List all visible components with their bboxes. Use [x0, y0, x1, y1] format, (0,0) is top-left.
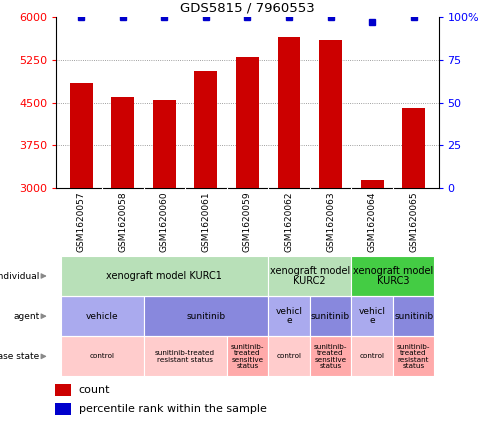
Bar	[70, 82, 93, 188]
Text: GSM1620059: GSM1620059	[243, 192, 252, 253]
Bar	[351, 296, 393, 336]
Text: sunitinib-
treated
sensitive
status: sunitinib- treated sensitive status	[231, 344, 264, 369]
Text: GSM1620057: GSM1620057	[77, 192, 86, 253]
Text: GSM1620060: GSM1620060	[160, 192, 169, 253]
Bar	[277, 37, 300, 188]
Bar	[361, 180, 384, 188]
Bar	[54, 403, 71, 415]
Bar	[310, 296, 351, 336]
Text: GSM1620061: GSM1620061	[201, 192, 210, 253]
Bar	[351, 336, 393, 376]
Bar	[60, 256, 268, 296]
Text: vehicle: vehicle	[86, 312, 119, 321]
Text: GSM1620065: GSM1620065	[409, 192, 418, 253]
Bar	[268, 256, 351, 296]
Bar	[60, 336, 144, 376]
Text: percentile rank within the sample: percentile rank within the sample	[79, 404, 267, 414]
Bar	[144, 296, 268, 336]
Text: GSM1620063: GSM1620063	[326, 192, 335, 253]
Text: individual: individual	[0, 272, 39, 280]
Bar	[393, 336, 435, 376]
Text: vehicl
e: vehicl e	[275, 307, 302, 325]
Text: sunitinib: sunitinib	[394, 312, 433, 321]
Text: sunitinib-treated
resistant status: sunitinib-treated resistant status	[155, 350, 215, 363]
Text: xenograft model
KURC3: xenograft model KURC3	[353, 266, 433, 286]
Bar	[195, 71, 218, 188]
Text: control: control	[360, 353, 385, 360]
Text: sunitinib: sunitinib	[311, 312, 350, 321]
Text: GSM1620062: GSM1620062	[285, 192, 294, 253]
Text: count: count	[79, 385, 110, 395]
Bar	[319, 40, 342, 188]
Text: disease state: disease state	[0, 352, 39, 361]
Bar	[54, 384, 71, 396]
Bar	[393, 296, 435, 336]
Bar	[310, 336, 351, 376]
Text: GSM1620058: GSM1620058	[118, 192, 127, 253]
Bar	[60, 296, 144, 336]
Bar	[227, 336, 268, 376]
Title: GDS5815 / 7960553: GDS5815 / 7960553	[180, 1, 315, 14]
Bar	[144, 336, 227, 376]
Text: GSM1620064: GSM1620064	[368, 192, 377, 253]
Text: sunitinib-
treated
sensitive
status: sunitinib- treated sensitive status	[314, 344, 347, 369]
Bar	[268, 336, 310, 376]
Text: vehicl
e: vehicl e	[359, 307, 386, 325]
Bar	[153, 100, 176, 188]
Text: xenograft model KURC1: xenograft model KURC1	[106, 271, 222, 281]
Text: xenograft model
KURC2: xenograft model KURC2	[270, 266, 350, 286]
Bar	[111, 97, 134, 188]
Text: sunitinib: sunitinib	[186, 312, 225, 321]
Bar	[236, 57, 259, 188]
Bar	[351, 256, 435, 296]
Bar	[402, 108, 425, 188]
Text: sunitinib-
treated
resistant
status: sunitinib- treated resistant status	[397, 344, 430, 369]
Text: agent: agent	[13, 312, 39, 321]
Text: control: control	[276, 353, 301, 360]
Text: control: control	[90, 353, 115, 360]
Bar	[268, 296, 310, 336]
